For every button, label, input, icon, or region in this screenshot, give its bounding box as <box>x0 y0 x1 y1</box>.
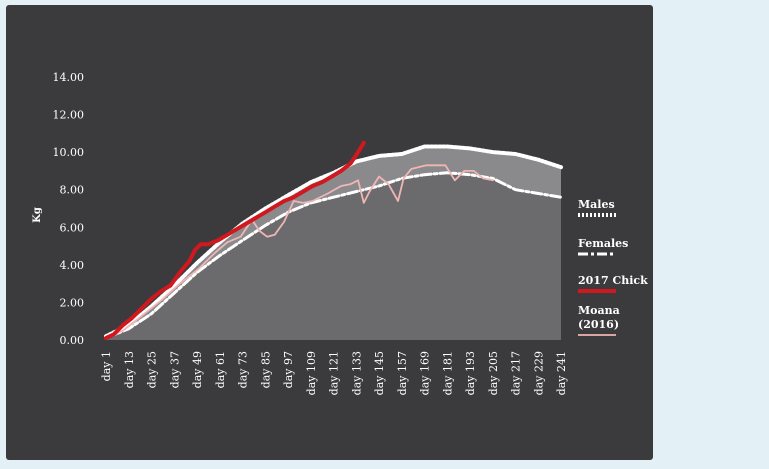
y-tick-label: 0.00 <box>60 334 85 347</box>
x-tick-label: day 193 <box>464 351 477 395</box>
legend: Males Females 2017 Chick Moana (2016) <box>578 198 648 336</box>
series-line-moana-2016 <box>105 164 494 339</box>
series-line-females <box>104 171 563 340</box>
chart-panel: 0.00 2.00 4.00 6.00 8.00 10.00 12.00 14.00 day … <box>6 5 653 460</box>
y-tick-label: 12.00 <box>53 109 85 122</box>
x-tick-label: day 37 <box>168 351 181 388</box>
x-tick-label: day 157 <box>396 351 409 395</box>
x-tick-label: day 61 <box>214 351 227 388</box>
legend-label: 2017 Chick <box>578 274 648 287</box>
series-line-males <box>104 144 563 339</box>
y-axis-label: Kg <box>32 207 43 223</box>
x-tick-labels: day 1 day 13 day 25 day 37 day 49 day 61 day 7… <box>100 351 568 395</box>
x-tick-label: day 73 <box>237 351 250 388</box>
x-tick-label: day 1 <box>100 351 113 381</box>
x-tick-label: day 133 <box>350 351 363 395</box>
series-lines <box>104 140 563 341</box>
x-tick-label: day 85 <box>259 351 272 388</box>
y-tick-label: 14.00 <box>53 71 85 84</box>
x-tick-label: day 97 <box>282 351 295 388</box>
x-tick-label: day 217 <box>510 351 523 395</box>
y-tick-label: 8.00 <box>60 184 85 197</box>
females-area <box>106 172 561 340</box>
x-tick-label: day 25 <box>146 351 159 388</box>
x-tick-label: day 109 <box>305 351 318 395</box>
y-tick-label: 2.00 <box>60 296 85 309</box>
x-tick-label: day 229 <box>532 351 545 395</box>
series-line-2017-chick <box>104 140 366 341</box>
y-tick-label: 4.00 <box>60 259 85 272</box>
y-tick-label: 10.00 <box>53 146 85 159</box>
weight-chart: 0.00 2.00 4.00 6.00 8.00 10.00 12.00 14.00 day … <box>32 71 648 395</box>
area-layer <box>106 146 561 340</box>
x-tick-label: day 169 <box>419 351 432 395</box>
x-tick-label: day 181 <box>441 351 454 395</box>
y-tick-labels: 0.00 2.00 4.00 6.00 8.00 10.00 12.00 14.00 <box>53 71 85 347</box>
x-tick-label: day 205 <box>487 351 500 395</box>
x-tick-label: day 121 <box>328 351 341 395</box>
x-tick-label: day 241 <box>555 351 568 395</box>
legend-label: Females <box>578 237 628 250</box>
x-tick-label: day 13 <box>123 351 136 388</box>
legend-label: Moana (2016) <box>578 304 620 331</box>
y-tick-label: 6.00 <box>60 221 85 234</box>
x-tick-label: day 145 <box>373 351 386 395</box>
x-tick-label: day 49 <box>191 351 204 388</box>
legend-label: Males <box>578 198 615 211</box>
